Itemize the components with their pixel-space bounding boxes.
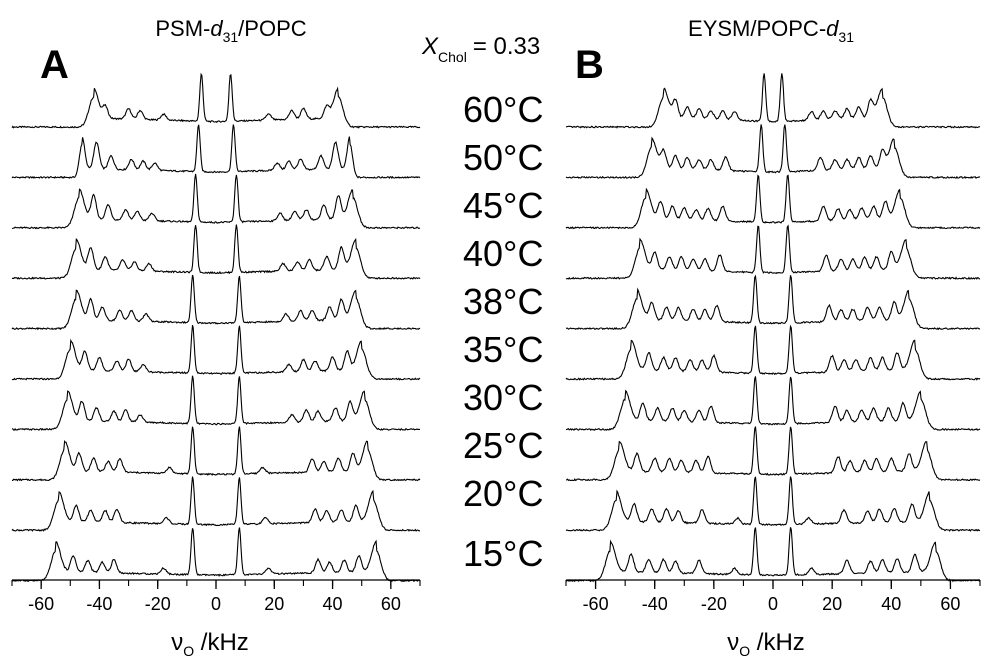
chol-fraction-subscript: Chol: [438, 49, 467, 65]
panel-a-x-tick-label: 20: [264, 594, 284, 614]
panel-b-title-italic: d: [826, 16, 839, 41]
panel-a-xlabel: νQ /kHz: [171, 629, 249, 656]
panel-b-xlabel-symbol: ν: [727, 629, 739, 656]
panel-b-trace-45c: [565, 174, 981, 230]
panel-a-x-tick-label: -20: [145, 594, 171, 614]
panel-label-a: A: [40, 43, 69, 87]
temp-label: 15°C: [463, 533, 543, 574]
temp-label: 38°C: [463, 281, 543, 322]
panel-b-x-tick-label: -20: [701, 594, 727, 614]
temperature-labels: 60°C 50°C 45°C 40°C 38°C 35°C 30°C 25°C …: [463, 89, 543, 574]
panel-a-trace-15c: [11, 527, 421, 583]
chol-fraction-value: = 0.33: [473, 33, 540, 60]
temp-label: 45°C: [463, 185, 543, 226]
panel-b-x-tick-label: -40: [642, 594, 668, 614]
panel-a-title-italic: d: [210, 16, 223, 41]
panel-a-xlabel-symbol: ν: [171, 629, 183, 656]
panel-a-trace-45c: [11, 173, 421, 230]
panel-a-x-tick-label: -60: [28, 594, 54, 614]
panel-b-xlabel-unit: /kHz: [750, 629, 805, 656]
panel-b-trace-20c: [565, 476, 981, 532]
panel-label-b: B: [575, 43, 604, 87]
panel-b-title-main: EYSM/POPC-: [688, 16, 826, 41]
panel-a-x-tick-label: 0: [211, 594, 221, 614]
temp-label: 40°C: [463, 233, 543, 274]
panel-b-x-tick-label: 0: [768, 594, 778, 614]
temp-label: 35°C: [463, 329, 543, 370]
panel-b-x-tick-label: 60: [940, 594, 960, 614]
panel-a-trace-35c: [11, 325, 421, 381]
panel-b-trace-60c: [565, 73, 981, 129]
panel-b-trace-40c: [565, 224, 981, 280]
panel-b-trace-38c: [565, 274, 981, 331]
panel-a-trace-60c: [11, 72, 421, 129]
temp-label: 20°C: [463, 473, 543, 514]
chol-fraction-label: XChol = 0.33: [421, 33, 540, 65]
panel-b-x-tick-label: -60: [583, 594, 609, 614]
panel-b-x-tick-label: 40: [881, 594, 901, 614]
panel-b-trace-35c: [565, 324, 981, 381]
panel-b-trace-50c: [565, 124, 981, 179]
panel-a-x-tick-label: 40: [323, 594, 343, 614]
panel-b-xlabel-subscript: Q: [739, 643, 750, 656]
temp-label: 60°C: [463, 89, 543, 130]
panel-b-trace-15c: [565, 527, 981, 583]
panel-b-xlabel: νQ /kHz: [727, 629, 805, 656]
panel-a-x-tick-label: 60: [381, 594, 401, 614]
temp-label: 25°C: [463, 425, 543, 466]
panel-a-trace-30c: [11, 375, 421, 431]
panel-b-x-tick-label: 20: [822, 594, 842, 614]
panel-a-trace-20c: [11, 476, 421, 532]
panel-a-trace-40c: [11, 224, 421, 280]
spectra-panel-a: -60 -40 -20 0 20 40 60: [11, 72, 421, 614]
panel-a-trace-50c: [11, 124, 421, 180]
panel-a-title-main: PSM-: [155, 16, 210, 41]
panel-a-trace-25c: [12, 426, 421, 482]
panel-b-trace-25c: [565, 426, 981, 482]
chol-fraction-symbol: X: [421, 33, 439, 60]
temp-label: 50°C: [463, 137, 543, 178]
panel-a-title-subscript: 31: [223, 29, 239, 45]
panel-a-title-rest: /POPC: [238, 16, 307, 41]
panel-a-xlabel-unit: /kHz: [194, 629, 249, 656]
spectra-panel-b: -60 -40 -20 0 20 40 60: [565, 73, 981, 614]
panel-a-x-tick-label: -40: [86, 594, 112, 614]
panel-b-trace-30c: [565, 376, 981, 431]
panel-b-title-subscript: 31: [838, 29, 854, 45]
panel-a-title: PSM-d31/POPC: [155, 16, 306, 45]
panel-a-trace-38c: [11, 274, 421, 331]
temp-label: 30°C: [463, 377, 543, 418]
panel-b-title: EYSM/POPC-d31: [688, 16, 854, 45]
panel-a-xlabel-subscript: Q: [183, 643, 194, 656]
